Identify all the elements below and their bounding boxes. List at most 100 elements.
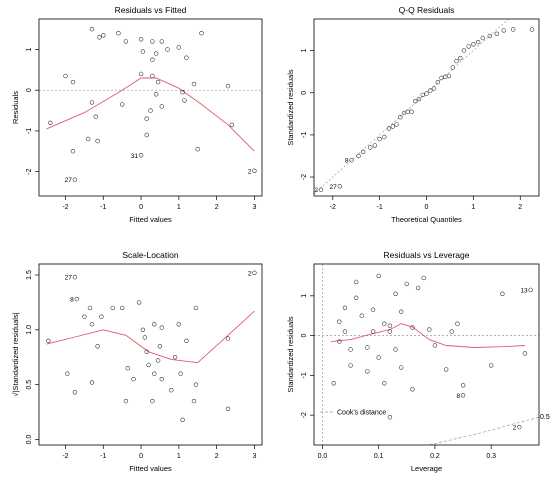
data-point [450, 65, 455, 70]
data-point [517, 424, 522, 430]
data-point [148, 108, 153, 113]
point-label: 13 [520, 287, 528, 294]
data-point [446, 73, 452, 79]
data-point [89, 380, 95, 385]
x-tick-label: 1 [177, 453, 181, 460]
y-tick-label: 1 [26, 47, 33, 51]
data-point [365, 345, 370, 350]
data-point [382, 134, 387, 140]
data-point [376, 273, 381, 279]
point-label: 2 [314, 187, 318, 194]
point-label: 8 [456, 393, 460, 400]
data-point [225, 406, 231, 411]
data-point [410, 325, 415, 330]
data-point [165, 47, 170, 52]
data-point [444, 367, 449, 372]
smooth-line [46, 77, 255, 152]
data-point [420, 92, 425, 98]
data-point [529, 27, 535, 32]
data-point [435, 79, 440, 85]
data-point [368, 145, 373, 150]
qq-plot-area [314, 19, 535, 195]
data-point [70, 149, 76, 154]
data-point [399, 309, 404, 314]
resfit-panel: 27 31 2 -2 -1 0 1 2 3 -2 -1 0 1 Residuals vs Fitted Fi… [11, 5, 263, 224]
data-point [155, 79, 161, 85]
data-point [252, 168, 257, 174]
point-label: 27 [330, 184, 338, 191]
data-point [99, 314, 104, 319]
data-point [458, 55, 463, 61]
data-point [85, 136, 91, 142]
data-point [72, 390, 78, 395]
data-point [125, 366, 131, 371]
y-tick-label: 0.0 [26, 435, 33, 445]
data-point [370, 329, 376, 334]
data-point [123, 39, 129, 44]
data-point [154, 92, 159, 97]
resleverage-panel: 13 8 2 Cook's distance 0.5 0.0 0.1 0.2 0.3 -2 -1 0 1… [286, 250, 550, 473]
resfit-plot-area [39, 27, 262, 182]
data-point [191, 398, 197, 404]
data-point [195, 147, 200, 152]
x-tick-label: 0.1 [374, 453, 384, 460]
resleverage-plot-area [314, 264, 539, 445]
data-point [354, 295, 359, 300]
data-point [131, 377, 136, 382]
data-point [398, 114, 403, 120]
data-point [460, 393, 466, 398]
data-point [72, 177, 78, 182]
data-point [252, 270, 257, 275]
y-axis-label: √|Standardized residuals| [11, 312, 20, 396]
x-tick-label: 1 [471, 204, 475, 211]
data-point [409, 109, 414, 114]
data-point [155, 358, 161, 363]
data-point [466, 44, 471, 49]
x-axis-label: Fitted values [129, 464, 172, 473]
data-point [150, 398, 155, 404]
data-point [432, 343, 438, 348]
qq-reference-line [314, 19, 510, 195]
data-point [416, 96, 422, 102]
data-point [159, 325, 165, 330]
data-point [393, 291, 398, 296]
data-point [454, 58, 459, 64]
data-point [229, 122, 235, 128]
data-point [342, 329, 348, 334]
data-point [157, 344, 163, 349]
data-point [89, 100, 95, 105]
data-point [154, 51, 159, 56]
data-point [95, 138, 100, 144]
y-tick-label: -1 [26, 128, 33, 134]
data-point [180, 417, 185, 422]
chart-title: Residuals vs Leverage [384, 250, 470, 260]
x-tick-label: 2 [215, 204, 219, 211]
cooks-legend-label: Cook's distance [337, 410, 386, 417]
data-point [522, 351, 528, 356]
data-point [439, 75, 444, 81]
data-point [461, 48, 467, 53]
data-point [372, 143, 378, 148]
data-point [193, 382, 199, 387]
y-tick-label: 1 [301, 294, 308, 298]
data-point [354, 279, 359, 285]
data-point [116, 31, 121, 36]
x-tick-label: 2 [215, 453, 219, 460]
data-point [511, 27, 516, 32]
point-label: 8 [345, 158, 349, 165]
data-point [489, 363, 494, 368]
x-tick-label: -2 [330, 204, 336, 211]
x-tick-label: 1 [177, 204, 181, 211]
data-point [424, 91, 429, 96]
data-point [95, 344, 100, 349]
plot-frame [38, 263, 263, 446]
x-axis-label: Fitted values [129, 215, 172, 224]
data-point [193, 305, 199, 311]
data-point [337, 184, 342, 189]
data-point [101, 33, 106, 38]
x-tick-label: 0 [139, 453, 143, 460]
data-point [225, 336, 231, 341]
point-label: 27 [65, 275, 73, 282]
data-point [501, 28, 506, 33]
data-point [487, 33, 492, 39]
